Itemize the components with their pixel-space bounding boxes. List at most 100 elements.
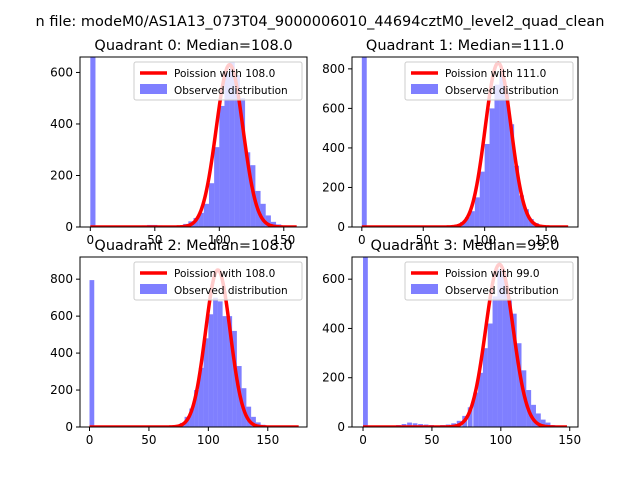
subplot-grid: 0 50 100 150 0 200 400 600 Quadrant 0: Median=10…	[50, 38, 581, 447]
histogram-bar	[361, 57, 367, 227]
histogram-bar	[507, 298, 512, 427]
histogram-bar	[219, 105, 225, 227]
legend-label-poisson: Poission with 99.0	[445, 268, 540, 280]
histogram-bar	[509, 124, 515, 227]
y-tick-label: 600	[322, 101, 345, 115]
y-tick-label: 0	[337, 420, 345, 434]
legend: Poission with 108.0 Observed distribution	[133, 61, 303, 101]
histogram-bar	[203, 338, 209, 427]
x-tick-label: 150	[558, 433, 581, 447]
axes-frame	[351, 56, 579, 228]
legend-label-observed: Observed distribution	[445, 285, 559, 297]
x-tick-label: 50	[147, 233, 162, 247]
histogram-bar	[224, 72, 230, 227]
histogram-bar	[474, 197, 480, 227]
x-tick-label: 0	[86, 233, 94, 247]
subplot-title: Quadrant 1: Median=111.0	[366, 38, 564, 54]
subplot-title: Quadrant 0: Median=108.0	[94, 38, 292, 54]
histogram-bar	[265, 215, 271, 227]
legend-label-observed: Observed distribution	[174, 285, 288, 297]
x-tick-label: 50	[424, 433, 439, 447]
y-tick-label: 400	[322, 321, 345, 335]
x-tick-label: 100	[473, 233, 496, 247]
legend-bar-swatch	[411, 284, 438, 294]
histogram-bar	[473, 392, 479, 427]
axes-frame	[79, 56, 308, 228]
histogram-bar	[227, 316, 233, 427]
histogram-bar	[511, 313, 517, 427]
y-tick-label: 200	[50, 168, 73, 182]
subplot-quadrant-0: 0 50 100 150 0 200 400 600 Quadrant 0: Median=10…	[50, 38, 308, 247]
histogram-bar	[535, 413, 541, 427]
plot-area	[360, 57, 570, 227]
subplot-quadrant-1: 0 50 100 150 0 200 400 600 800 Quadrant 1: Median…	[322, 38, 579, 247]
y-tick-label: 600	[50, 309, 73, 323]
histogram-bar	[229, 62, 235, 227]
histogram-bar	[489, 108, 495, 227]
histogram-bar	[217, 301, 223, 427]
y-tick-label: 600	[322, 272, 345, 286]
histogram-bar	[251, 416, 256, 427]
subplot-title: Quadrant 3: Median=99.0	[371, 238, 560, 254]
histogram-bar	[89, 280, 95, 427]
legend-box	[133, 261, 303, 301]
histogram-bar	[222, 316, 228, 427]
histogram-bar	[499, 70, 505, 227]
histogram-bar	[467, 407, 473, 427]
x-tick-label: 0	[359, 433, 367, 447]
y-tick-label: 800	[322, 62, 345, 76]
x-tick-label: 150	[535, 233, 558, 247]
plot-area	[361, 257, 569, 427]
histogram-bar	[531, 404, 536, 427]
histogram-bar	[412, 423, 418, 427]
histogram-bar	[260, 203, 266, 227]
histogram-bar	[514, 165, 520, 227]
x-tick-label: 50	[416, 233, 431, 247]
histogram-bar	[478, 372, 483, 427]
y-tick-label: 200	[50, 383, 73, 397]
histogram-bar	[246, 406, 252, 427]
poisson-curve	[89, 62, 298, 227]
legend-bar-swatch	[140, 284, 167, 294]
axes-frame	[79, 256, 308, 428]
legend-label-poisson: Poission with 108.0	[174, 268, 275, 280]
legend-label-observed: Observed distribution	[174, 85, 288, 97]
x-tick-label: 100	[197, 433, 220, 447]
histogram-bar	[523, 209, 529, 227]
legend-bar-swatch	[411, 84, 438, 94]
subplot-title: Quadrant 2: Median=108.0	[94, 238, 292, 254]
histogram-bar	[194, 390, 199, 427]
legend-box	[404, 61, 574, 101]
subplot-quadrant-3: 0 50 100 150 0 200 400 600 Quadrant 3: Median=99…	[322, 238, 581, 447]
histogram-bar	[208, 183, 215, 227]
figure-suptitle: n file: modeM0/AS1A13_073T04_9000006010_…	[36, 14, 605, 30]
histogram-bar	[504, 92, 510, 227]
y-tick-label: 0	[65, 420, 73, 434]
histogram-bar	[270, 221, 277, 227]
y-tick-label: 0	[337, 220, 345, 234]
legend-box	[133, 61, 303, 101]
poisson-curve	[361, 262, 569, 427]
histogram-bar	[479, 171, 485, 227]
x-tick-label: 100	[489, 433, 512, 447]
y-tick-label: 200	[322, 371, 345, 385]
histogram-bar	[494, 84, 500, 227]
x-tick-label: 50	[141, 433, 156, 447]
y-tick-label: 400	[50, 346, 73, 360]
legend: Poission with 111.0 Observed distribution	[404, 61, 574, 101]
y-tick-label: 800	[50, 272, 73, 286]
histogram-bar	[482, 348, 488, 427]
legend: Poission with 108.0 Observed distribution	[133, 261, 303, 301]
legend: Poission with 99.0 Observed distribution	[404, 261, 574, 301]
y-tick-label: 400	[50, 117, 73, 131]
y-tick-label: 400	[322, 141, 345, 155]
poisson-curve	[360, 61, 570, 227]
plot-area	[89, 57, 298, 227]
histogram-bar	[407, 422, 412, 427]
subplot-quadrant-2: 0 50 100 150 0 200 400 600 800 Quadrant 2: Median…	[50, 238, 308, 447]
histogram-bar	[502, 274, 508, 427]
legend-label-poisson: Poission with 108.0	[174, 68, 275, 80]
legend-box	[404, 261, 574, 301]
histogram-bar	[239, 98, 246, 227]
